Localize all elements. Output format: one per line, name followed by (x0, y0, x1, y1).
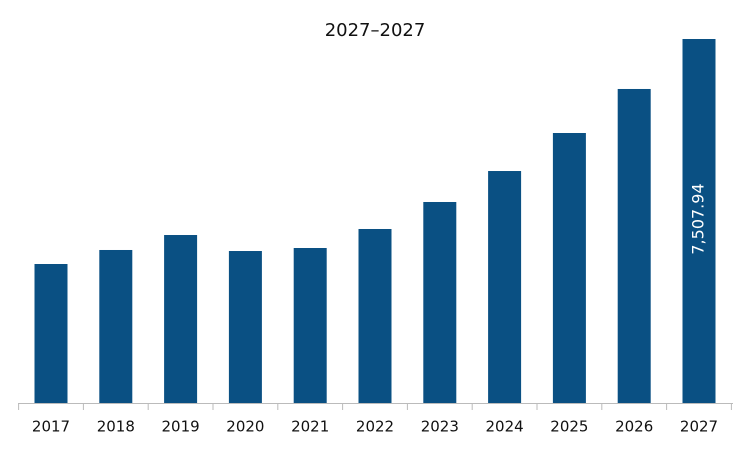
x-tick-label: 2022 (356, 418, 394, 436)
x-tick-label: 2025 (550, 418, 588, 436)
bar (228, 251, 262, 403)
value-label: 7,507.94 (689, 183, 708, 254)
bar (358, 228, 392, 403)
chart-title: 2027–2027 (325, 20, 426, 41)
x-tick-label: 2021 (291, 418, 329, 436)
bar (293, 248, 327, 403)
bar (164, 235, 198, 403)
x-tick-label: 2018 (97, 418, 135, 436)
bar (423, 201, 457, 403)
bar (682, 39, 716, 403)
x-tick-label: 2023 (421, 418, 459, 436)
bar (99, 249, 133, 403)
x-tick-label: 2020 (226, 418, 264, 436)
bar (34, 264, 68, 403)
bar (552, 133, 586, 403)
x-tick-label: 2027 (680, 418, 718, 436)
x-tick-label: 2017 (32, 418, 70, 436)
x-tick-label: 2026 (615, 418, 653, 436)
x-tick-label: 2019 (162, 418, 200, 436)
bar (617, 88, 651, 403)
bar (488, 171, 522, 403)
x-tick-label: 2024 (486, 418, 524, 436)
